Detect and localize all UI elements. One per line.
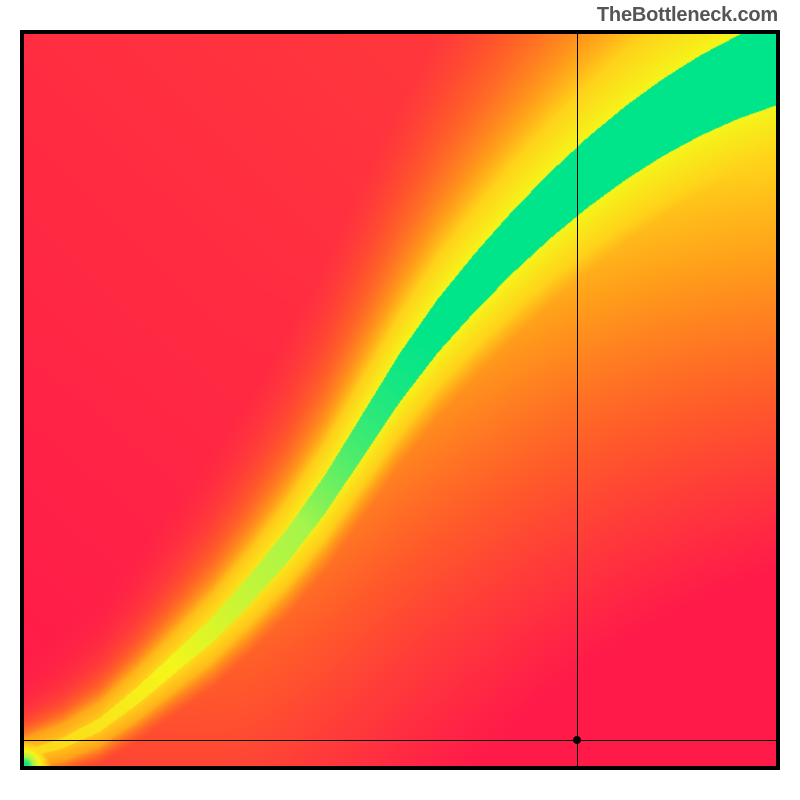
bottleneck-heatmap — [24, 34, 776, 766]
plot-frame — [20, 30, 780, 770]
watermark-text: TheBottleneck.com — [597, 4, 778, 27]
crosshair-vertical — [577, 34, 578, 766]
crosshair-horizontal — [24, 740, 776, 741]
crosshair-marker — [573, 736, 581, 744]
plot-area — [24, 34, 776, 766]
